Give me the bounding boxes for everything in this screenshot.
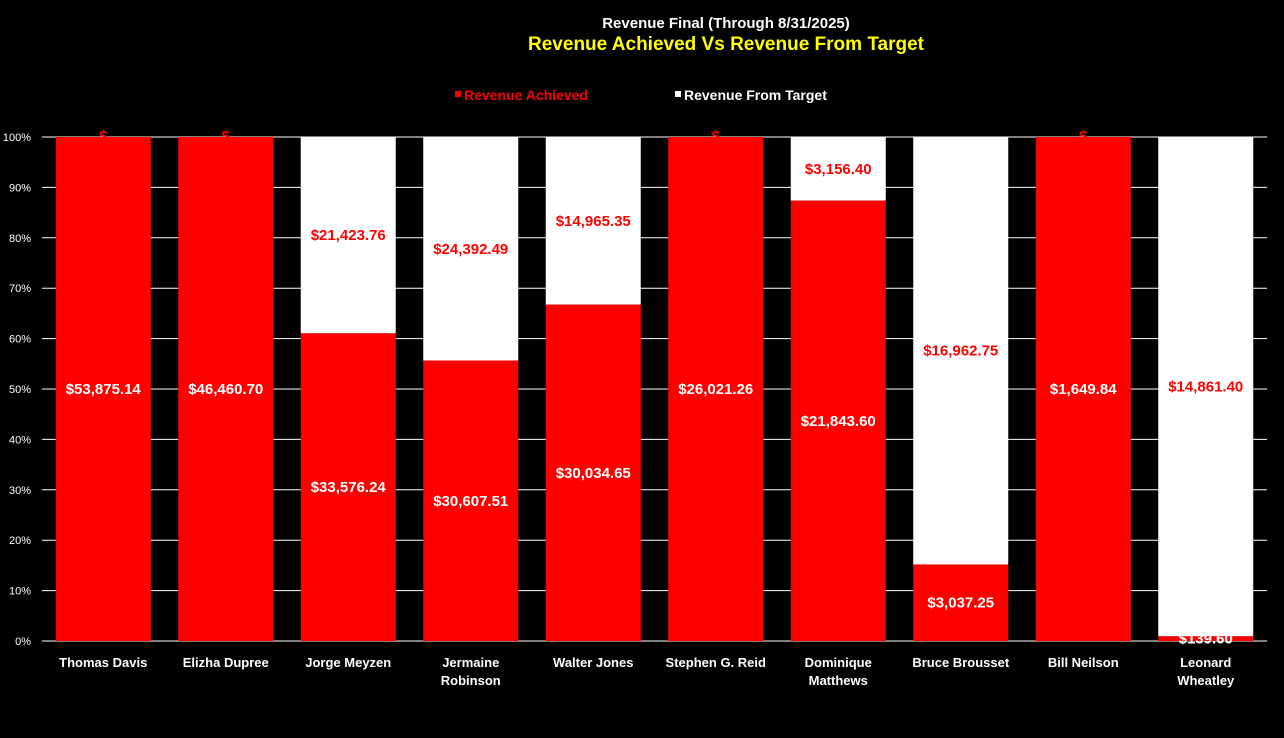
legend-swatch-target xyxy=(675,91,681,97)
bar-target xyxy=(1158,137,1254,637)
x-category-label: Leonard xyxy=(1180,655,1231,670)
x-axis: Thomas Davis Elizha Dupree Jorge Meyzen Jer… xyxy=(59,655,1235,688)
data-label-target: $14,861.40 xyxy=(1168,379,1243,396)
bar-achieved xyxy=(1035,137,1131,641)
x-category-label: Stephen G. Reid xyxy=(666,655,766,670)
bar-target xyxy=(790,137,886,201)
data-label-target: $ xyxy=(1079,128,1088,145)
x-category-label: Jorge Meyzen xyxy=(305,655,391,670)
bar-achieved xyxy=(545,304,641,641)
bar-target xyxy=(423,137,519,361)
x-category-label: Bruce Brousset xyxy=(912,655,1009,670)
bar-achieved xyxy=(790,200,886,641)
data-label-achieved: $46,460.70 xyxy=(188,381,263,398)
data-label-achieved: $30,607.51 xyxy=(433,493,508,510)
bar-target xyxy=(300,137,396,334)
data-label-achieved: $1,649.84 xyxy=(1050,381,1117,398)
data-label-target: $24,392.49 xyxy=(433,241,508,258)
y-tick-label: 100% xyxy=(3,132,31,144)
bar-achieved xyxy=(668,137,764,641)
data-label-target: $ xyxy=(712,128,721,145)
bar-target xyxy=(545,137,641,305)
x-category-label: Jermaine xyxy=(442,655,499,670)
data-label-target: $ xyxy=(222,128,231,145)
bar-achieved xyxy=(55,137,151,641)
y-tick-label: 50% xyxy=(9,384,31,396)
y-tick-label: 30% xyxy=(9,485,31,497)
bar-achieved xyxy=(1158,636,1254,641)
data-label-achieved: $30,034.65 xyxy=(556,465,631,482)
y-tick-label: 10% xyxy=(9,586,31,598)
data-label-achieved: $26,021.26 xyxy=(678,381,753,398)
x-category-label: Walter Jones xyxy=(553,655,633,670)
bars xyxy=(55,137,1254,641)
chart-subtitle: Revenue Achieved Vs Revenue From Target xyxy=(528,34,925,55)
x-category-label: Thomas Davis xyxy=(59,655,147,670)
y-tick-label: 20% xyxy=(9,535,31,547)
data-label-achieved: $21,843.60 xyxy=(801,413,876,430)
data-label-achieved: $33,576.24 xyxy=(311,479,387,496)
y-tick-label: 40% xyxy=(9,434,31,446)
x-category-label: Dominique xyxy=(805,655,872,670)
y-tick-label: 80% xyxy=(9,233,31,245)
y-tick-label: 0% xyxy=(15,636,31,648)
legend: Revenue Achieved Revenue From Target xyxy=(455,87,827,103)
x-category-label: Matthews xyxy=(809,673,868,688)
data-labels: $53,875.14 $ $46,460.70 $ $33,576.24 $21,423.… xyxy=(66,128,1244,648)
y-tick-label: 70% xyxy=(9,283,31,295)
data-label-target: $3,156.40 xyxy=(805,161,872,178)
y-tick-label: 90% xyxy=(9,182,31,194)
data-label-achieved: $53,875.14 xyxy=(66,381,142,398)
x-category-label: Robinson xyxy=(441,673,501,688)
x-category-label: Elizha Dupree xyxy=(183,655,269,670)
data-label-target: $16,962.75 xyxy=(923,343,998,360)
chart-title: Revenue Final (Through 8/31/2025) xyxy=(602,15,850,32)
data-label-achieved: $139.60 xyxy=(1179,631,1233,648)
data-label-target: $14,965.35 xyxy=(556,213,631,230)
bar-achieved xyxy=(423,360,519,641)
x-category-label: Bill Neilson xyxy=(1048,655,1119,670)
y-tick-label: 60% xyxy=(9,334,31,346)
legend-swatch-achieved xyxy=(455,91,461,97)
x-category-label: Wheatley xyxy=(1177,673,1235,688)
bar-achieved xyxy=(300,333,396,641)
data-label-target: $21,423.76 xyxy=(311,227,386,244)
bar-achieved xyxy=(913,564,1009,641)
bar-target xyxy=(913,137,1009,565)
data-label-achieved: $3,037.25 xyxy=(927,595,994,612)
legend-label-achieved: Revenue Achieved xyxy=(464,87,588,103)
legend-label-target: Revenue From Target xyxy=(684,87,827,103)
data-label-target: $ xyxy=(99,128,108,145)
y-axis: 0% 10% 20% 30% 40% 50% 60% 70% 80% 90% 100% xyxy=(3,132,31,648)
bar-achieved xyxy=(178,137,274,641)
